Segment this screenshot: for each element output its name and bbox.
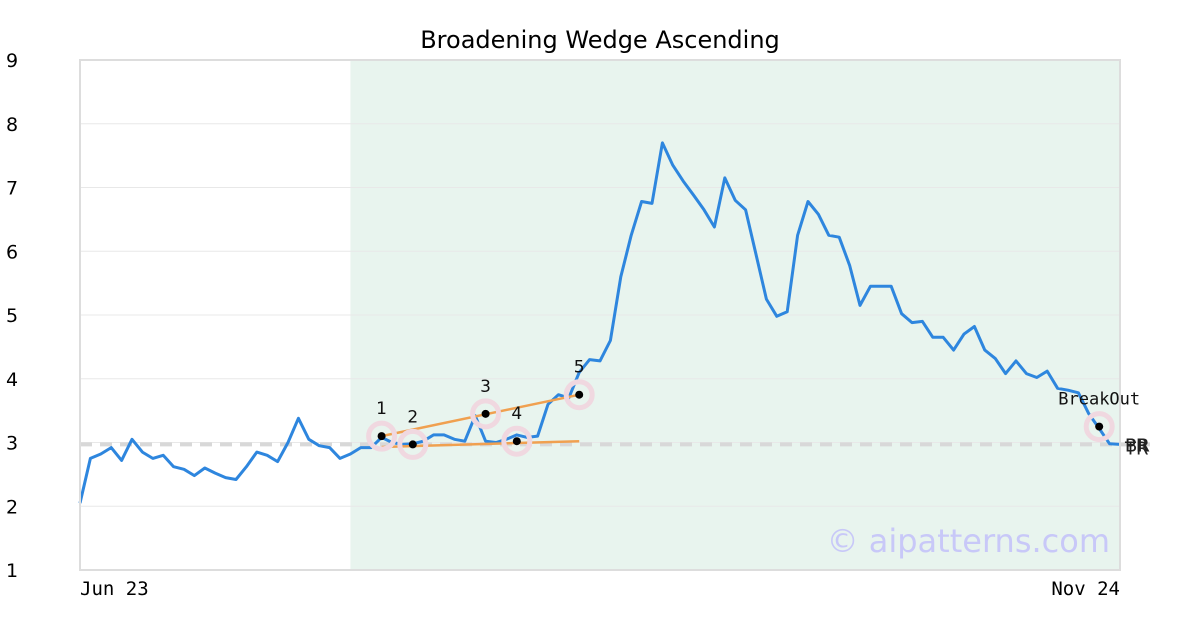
- pivot-point-halo: [397, 428, 429, 460]
- chart-title: Broadening Wedge Ascending: [420, 26, 780, 54]
- pivot-point-marker: [481, 409, 490, 418]
- pivot-point-label: 2: [407, 407, 418, 427]
- price-series-layer: [78, 141, 1121, 504]
- pivot-point-marker: [408, 440, 417, 449]
- y-axis-ticks: 1 2 3 4 5 6 7 8 9: [6, 50, 18, 582]
- pivot-point-marker: [377, 432, 386, 441]
- plot-frame: [79, 59, 1121, 571]
- pivot-point-label: 3: [480, 377, 491, 397]
- reference-level-label: BR: [1125, 435, 1150, 456]
- x-tick-label: Nov 24: [1051, 578, 1120, 600]
- pivot-point-marker: [575, 390, 584, 399]
- y-tick-label: 2: [6, 496, 18, 518]
- pivot-point-marker: [512, 437, 521, 446]
- pivot-point-label: 4: [511, 404, 522, 424]
- y-tick-label: 7: [6, 178, 18, 200]
- reference-level-label: TR: [1124, 438, 1149, 459]
- y-tick-label: 1: [6, 560, 18, 582]
- pivot-point-halo: [563, 379, 595, 411]
- y-tick-label: 5: [6, 305, 18, 327]
- pivot-point-label: 1: [376, 399, 387, 419]
- pivot-point-halo: [366, 420, 398, 452]
- price-series-line: [78, 141, 1121, 504]
- watermark: © aipatterns.com: [827, 522, 1110, 560]
- x-tick-label: Jun 23: [80, 578, 149, 600]
- reference-level-label: PR: [1125, 435, 1148, 456]
- y-tick-label: 4: [6, 369, 18, 391]
- y-tick-label: 9: [6, 50, 18, 72]
- breakout-point-marker: [1095, 422, 1104, 431]
- y-tick-label: 8: [6, 114, 18, 136]
- pivot-point-label: 5: [574, 358, 585, 378]
- y-tick-label: 3: [6, 433, 18, 455]
- breakout-point-label: BreakOut: [1058, 390, 1140, 410]
- breakout-point-halo: [1083, 411, 1115, 443]
- y-tick-label: 6: [6, 241, 18, 263]
- x-axis-ticks: Jun 23 Nov 24: [80, 578, 1120, 600]
- pivot-point-halo: [501, 425, 533, 457]
- pivot-point-halo: [470, 398, 502, 430]
